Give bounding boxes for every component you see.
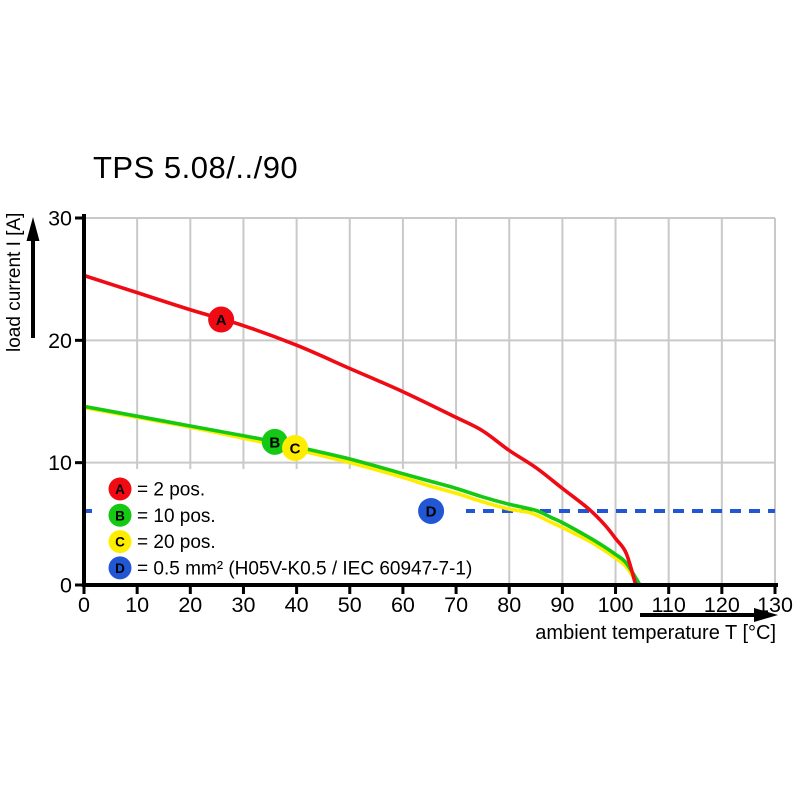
x-tick-label: 10 xyxy=(125,593,149,617)
y-axis-arrow-head xyxy=(26,217,40,241)
marker-letter-A: A xyxy=(216,312,227,329)
legend-label-D: = 0.5 mm² (H05V-K0.5 / IEC 60947-7-1) xyxy=(137,558,472,579)
x-tick-label: 90 xyxy=(550,593,574,617)
x-tick-label: 50 xyxy=(338,593,362,617)
marker-letter-C: C xyxy=(290,440,301,457)
x-axis-title: ambient temperature T [°C] xyxy=(535,622,776,644)
marker-letter-B: B xyxy=(269,434,280,451)
legend-label-C: = 20 pos. xyxy=(137,532,216,553)
x-tick-label: 80 xyxy=(497,593,521,617)
y-tick-label: 0 xyxy=(60,574,72,598)
legend-letter-A: A xyxy=(115,482,125,497)
y-tick-label: 10 xyxy=(48,451,72,475)
x-tick-label: 30 xyxy=(232,593,256,617)
legend-letter-B: B xyxy=(115,508,125,523)
legend-label-A: = 2 pos. xyxy=(137,480,205,501)
chart-title: TPS 5.08/../90 xyxy=(93,150,299,185)
legend-letter-C: C xyxy=(115,535,125,550)
legend-label-B: = 10 pos. xyxy=(137,506,216,527)
y-tick-label: 30 xyxy=(48,207,72,231)
marker-D xyxy=(418,497,445,524)
x-tick-label: 20 xyxy=(178,593,202,617)
legend-swatch-A xyxy=(108,477,132,501)
marker-letter-D: D xyxy=(426,503,437,520)
y-tick-label: 20 xyxy=(48,329,72,353)
marker-C xyxy=(282,434,309,461)
x-tick-label: 0 xyxy=(78,593,90,617)
legend-swatch-D xyxy=(108,556,132,580)
legend-background xyxy=(92,469,466,584)
x-tick-label: 100 xyxy=(598,593,634,617)
legend-swatch-B xyxy=(108,503,132,527)
curve-B xyxy=(82,404,642,587)
x-tick-label: 60 xyxy=(391,593,415,617)
x-tick-label: 70 xyxy=(444,593,468,617)
x-tick-label: 40 xyxy=(285,593,309,617)
legend-letter-D: D xyxy=(115,561,125,576)
marker-A xyxy=(208,306,235,333)
legend-swatch-C xyxy=(108,530,132,554)
marker-B xyxy=(261,428,288,455)
curve-C xyxy=(82,405,641,587)
x-axis-arrow-head xyxy=(754,608,778,622)
